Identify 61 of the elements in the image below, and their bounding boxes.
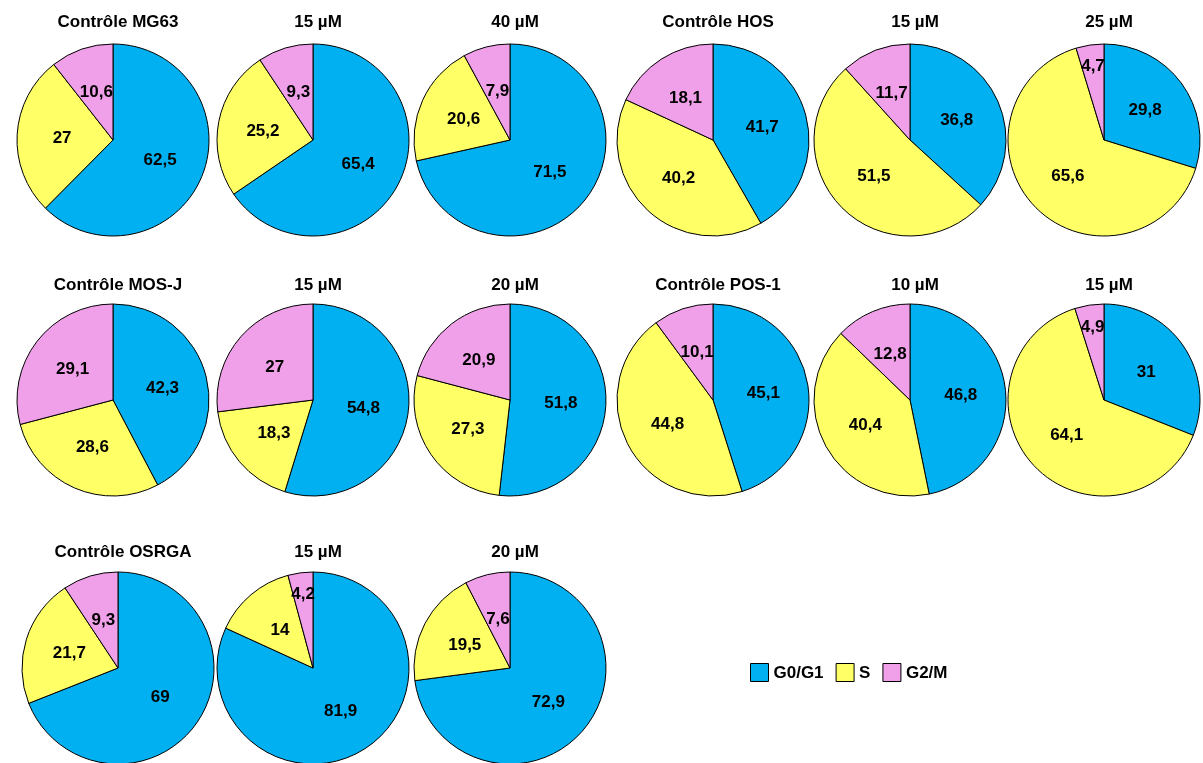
legend-label: G0/G1 bbox=[773, 663, 824, 682]
data-label: 40,4 bbox=[848, 415, 883, 435]
data-label: 46,8 bbox=[944, 385, 978, 405]
data-label: 81,9 bbox=[324, 701, 358, 721]
chart-title: 40 µM bbox=[491, 12, 539, 31]
data-label: 71,5 bbox=[533, 162, 567, 182]
data-label: 72,9 bbox=[531, 692, 565, 712]
chart-title: Contrôle MG63 bbox=[57, 12, 179, 31]
data-label: 44,8 bbox=[651, 413, 685, 433]
chart-title: 20 µM bbox=[491, 542, 539, 561]
data-label: 27,3 bbox=[451, 419, 485, 439]
data-label: 40,2 bbox=[662, 168, 696, 188]
data-label: 4,9 bbox=[1080, 316, 1105, 336]
data-label: 29,8 bbox=[1128, 100, 1162, 120]
chart-title: Contrôle POS-1 bbox=[655, 275, 781, 294]
data-label: 36,8 bbox=[940, 109, 974, 129]
data-label: 7,6 bbox=[486, 608, 510, 628]
data-label: 29,1 bbox=[56, 359, 90, 379]
data-label: 69 bbox=[150, 687, 170, 707]
data-label: 21,7 bbox=[52, 643, 86, 663]
chart-title: Contrôle MOS-J bbox=[53, 275, 183, 294]
data-label: 4,7 bbox=[1081, 56, 1105, 76]
data-label: 20,6 bbox=[447, 109, 481, 129]
data-label: 42,3 bbox=[145, 378, 180, 398]
data-label: 41,7 bbox=[745, 117, 779, 137]
chart-title: 10 µM bbox=[891, 275, 939, 294]
data-label: 10,6 bbox=[79, 82, 113, 102]
data-label: 54,8 bbox=[346, 398, 380, 418]
data-label: 11,7 bbox=[875, 82, 908, 102]
data-label: 62,5 bbox=[143, 149, 177, 169]
data-label: 12,8 bbox=[873, 343, 907, 363]
data-label: 64,1 bbox=[1050, 425, 1084, 445]
chart-title: 15 µM bbox=[294, 542, 342, 561]
chart-title: 20 µM bbox=[491, 275, 539, 294]
data-label: 20,9 bbox=[462, 350, 496, 370]
data-label: 31 bbox=[1136, 361, 1156, 381]
legend-label: G2/M bbox=[905, 663, 948, 682]
data-label: 65,4 bbox=[341, 154, 376, 174]
data-label: 51,8 bbox=[544, 393, 578, 413]
data-label: 45,1 bbox=[746, 382, 780, 402]
chart-title: 15 µM bbox=[1085, 275, 1133, 294]
chart-title: Contrôle OSRGA bbox=[54, 542, 192, 561]
data-label: 14 bbox=[270, 619, 291, 639]
chart-title: 15 µM bbox=[294, 275, 342, 294]
data-label: 9,3 bbox=[286, 81, 311, 101]
data-label: 65,6 bbox=[1051, 166, 1085, 186]
data-label: 9,3 bbox=[91, 609, 116, 629]
data-label: 19,5 bbox=[448, 634, 482, 654]
data-label: 27 bbox=[265, 356, 285, 376]
chart-title: 15 µM bbox=[891, 12, 939, 31]
data-label: 7,9 bbox=[485, 81, 510, 101]
chart-title: 25 µM bbox=[1085, 12, 1133, 31]
chart-title: 15 µM bbox=[294, 12, 342, 31]
data-label: 28,6 bbox=[75, 437, 109, 457]
data-label: 27 bbox=[52, 127, 72, 147]
data-label: 51,5 bbox=[857, 166, 891, 186]
data-label: 25,2 bbox=[246, 120, 280, 140]
legend-label: S bbox=[859, 663, 871, 682]
data-label: 18,3 bbox=[257, 423, 291, 443]
chart-title: Contrôle HOS bbox=[662, 12, 774, 31]
data-label: 18,1 bbox=[668, 87, 703, 107]
